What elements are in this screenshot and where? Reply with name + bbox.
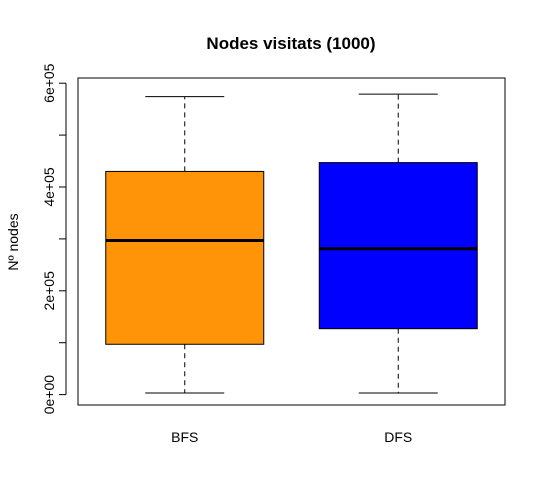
- y-axis: 0e+00 2e+05 4e+05 6e+05: [41, 63, 67, 415]
- plot-frame: [77, 77, 506, 406]
- box-dfs: [318, 162, 478, 330]
- y-tick-label: 0e+00: [41, 375, 57, 415]
- boxes-group: [105, 93, 478, 394]
- box-bfs: [105, 170, 265, 345]
- y-axis-label: Nº nodes: [5, 213, 21, 270]
- x-tick-label: BFS: [171, 429, 198, 445]
- chart-title: Nodes visitats (1000): [206, 34, 375, 53]
- y-tick-label: 6e+05: [41, 63, 57, 103]
- y-tick-label: 4e+05: [41, 167, 57, 207]
- x-axis: BFS DFS: [171, 429, 412, 445]
- x-tick-label: DFS: [384, 429, 412, 445]
- y-tick-label: 2e+05: [41, 271, 57, 311]
